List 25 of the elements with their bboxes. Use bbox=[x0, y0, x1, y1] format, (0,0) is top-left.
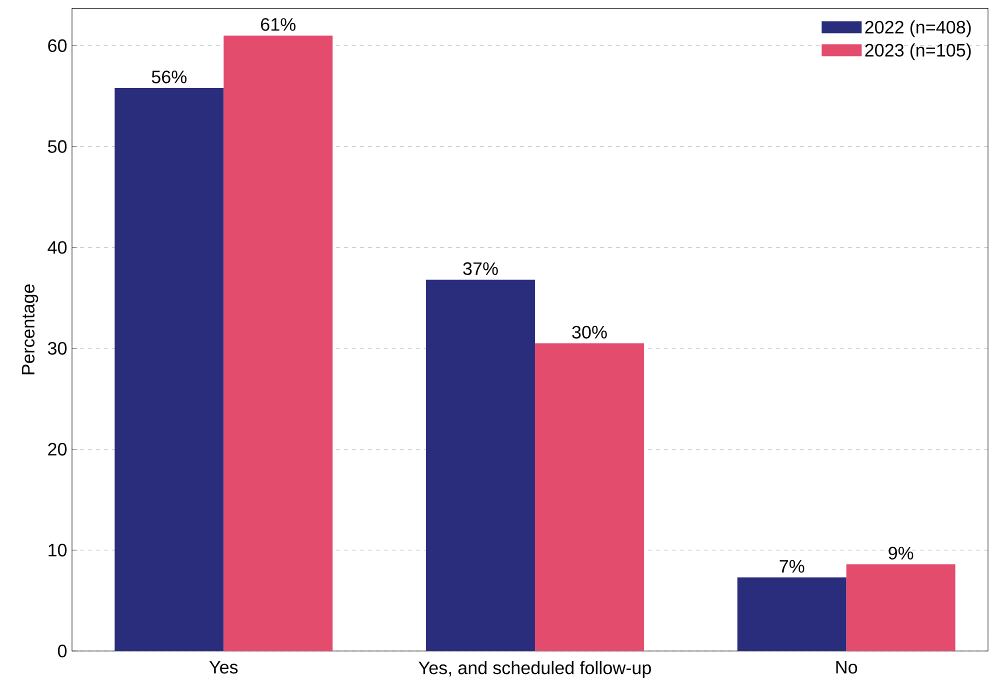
legend-label: 2022 (n=408) bbox=[865, 20, 971, 38]
bar bbox=[426, 280, 535, 651]
data-label: 37% bbox=[463, 262, 498, 276]
data-label: 56% bbox=[152, 70, 187, 84]
data-label: 61% bbox=[261, 18, 296, 31]
x-tick-label: No bbox=[836, 661, 858, 674]
y-axis-title: Percentage bbox=[22, 284, 38, 374]
y-tick-label: 30 bbox=[48, 342, 67, 355]
y-tick-label: 0 bbox=[58, 644, 67, 658]
x-tick-label: Yes bbox=[209, 661, 238, 674]
bar bbox=[846, 564, 956, 651]
bar bbox=[534, 343, 644, 651]
data-label: 30% bbox=[572, 326, 607, 339]
legend-label: 2023 (n=105) bbox=[865, 43, 971, 60]
bar bbox=[737, 577, 846, 651]
y-tick-label: 50 bbox=[48, 140, 67, 153]
y-tick-label: 60 bbox=[48, 39, 67, 52]
bar bbox=[114, 88, 224, 651]
x-tick-label: Yes, and scheduled follow-up bbox=[418, 661, 651, 678]
y-tick-label: 40 bbox=[48, 241, 67, 254]
y-tick-label: 10 bbox=[48, 544, 67, 556]
bar bbox=[224, 36, 333, 651]
data-label: 7% bbox=[780, 560, 804, 573]
y-tick-label: 20 bbox=[48, 442, 67, 456]
data-label: 9% bbox=[888, 546, 914, 560]
